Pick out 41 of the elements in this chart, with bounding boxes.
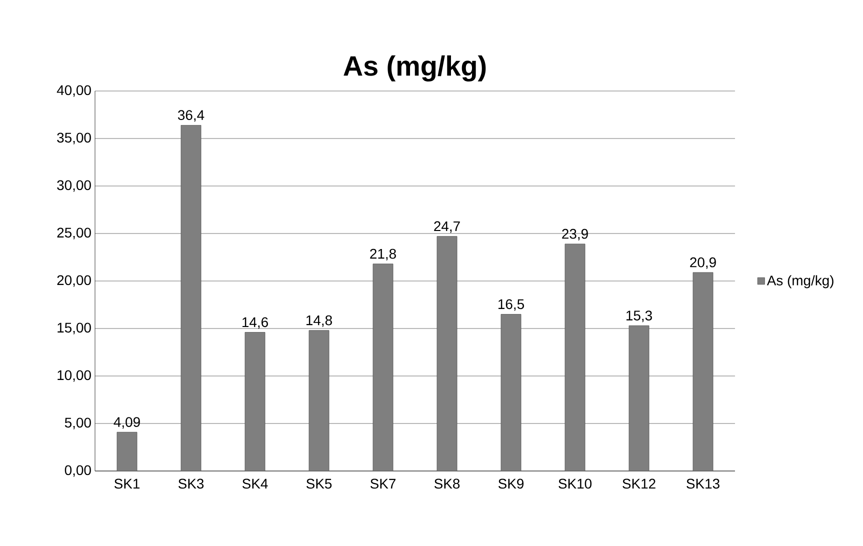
data-label: 16,5 [498,299,524,311]
bar [180,125,202,471]
data-label: 36,4 [178,110,204,122]
x-tick-label: SK13 [686,478,720,489]
legend-label: As (mg/kg) [766,275,834,288]
bar [116,432,138,471]
y-tick-label: 15,00 [58,322,91,334]
data-label: 23,9 [562,228,588,240]
x-tick-label: SK12 [622,478,656,489]
x-tick-label: SK8 [434,478,460,489]
y-tick-label: 10,00 [58,370,91,382]
data-label: 14,6 [242,317,268,329]
bar [500,314,522,471]
data-label: 4,09 [114,417,140,429]
bar [628,325,650,471]
chart-title: As (mg/kg) [344,55,486,82]
y-tick-label: 5,00 [64,418,91,430]
y-tick-label: 35,00 [57,132,91,144]
data-label: 20,9 [690,257,716,269]
bar [244,332,266,471]
bar [308,330,330,471]
x-tick-label: SK1 [114,478,140,489]
data-label: 24,7 [434,221,460,233]
y-tick-label: 25,00 [57,228,91,240]
x-tick-label: SK7 [370,478,396,489]
data-label: 21,8 [370,248,396,260]
y-tick-label: 40,00 [56,85,91,97]
y-tick-label: 0,00 [64,465,91,477]
y-tick-label: 30,00 [57,180,91,192]
data-label: 14,8 [306,315,332,327]
bar [692,272,714,471]
y-tick-label: 20,00 [57,275,91,287]
x-tick-label: SK4 [242,478,268,489]
x-tick-label: SK3 [178,478,204,489]
bar [372,264,394,471]
data-label: 15,3 [626,310,652,322]
bar [564,244,586,471]
x-tick-label: SK9 [498,478,524,489]
x-tick-label: SK5 [306,478,332,489]
x-tick-label: SK10 [558,478,592,489]
bar [436,236,458,471]
